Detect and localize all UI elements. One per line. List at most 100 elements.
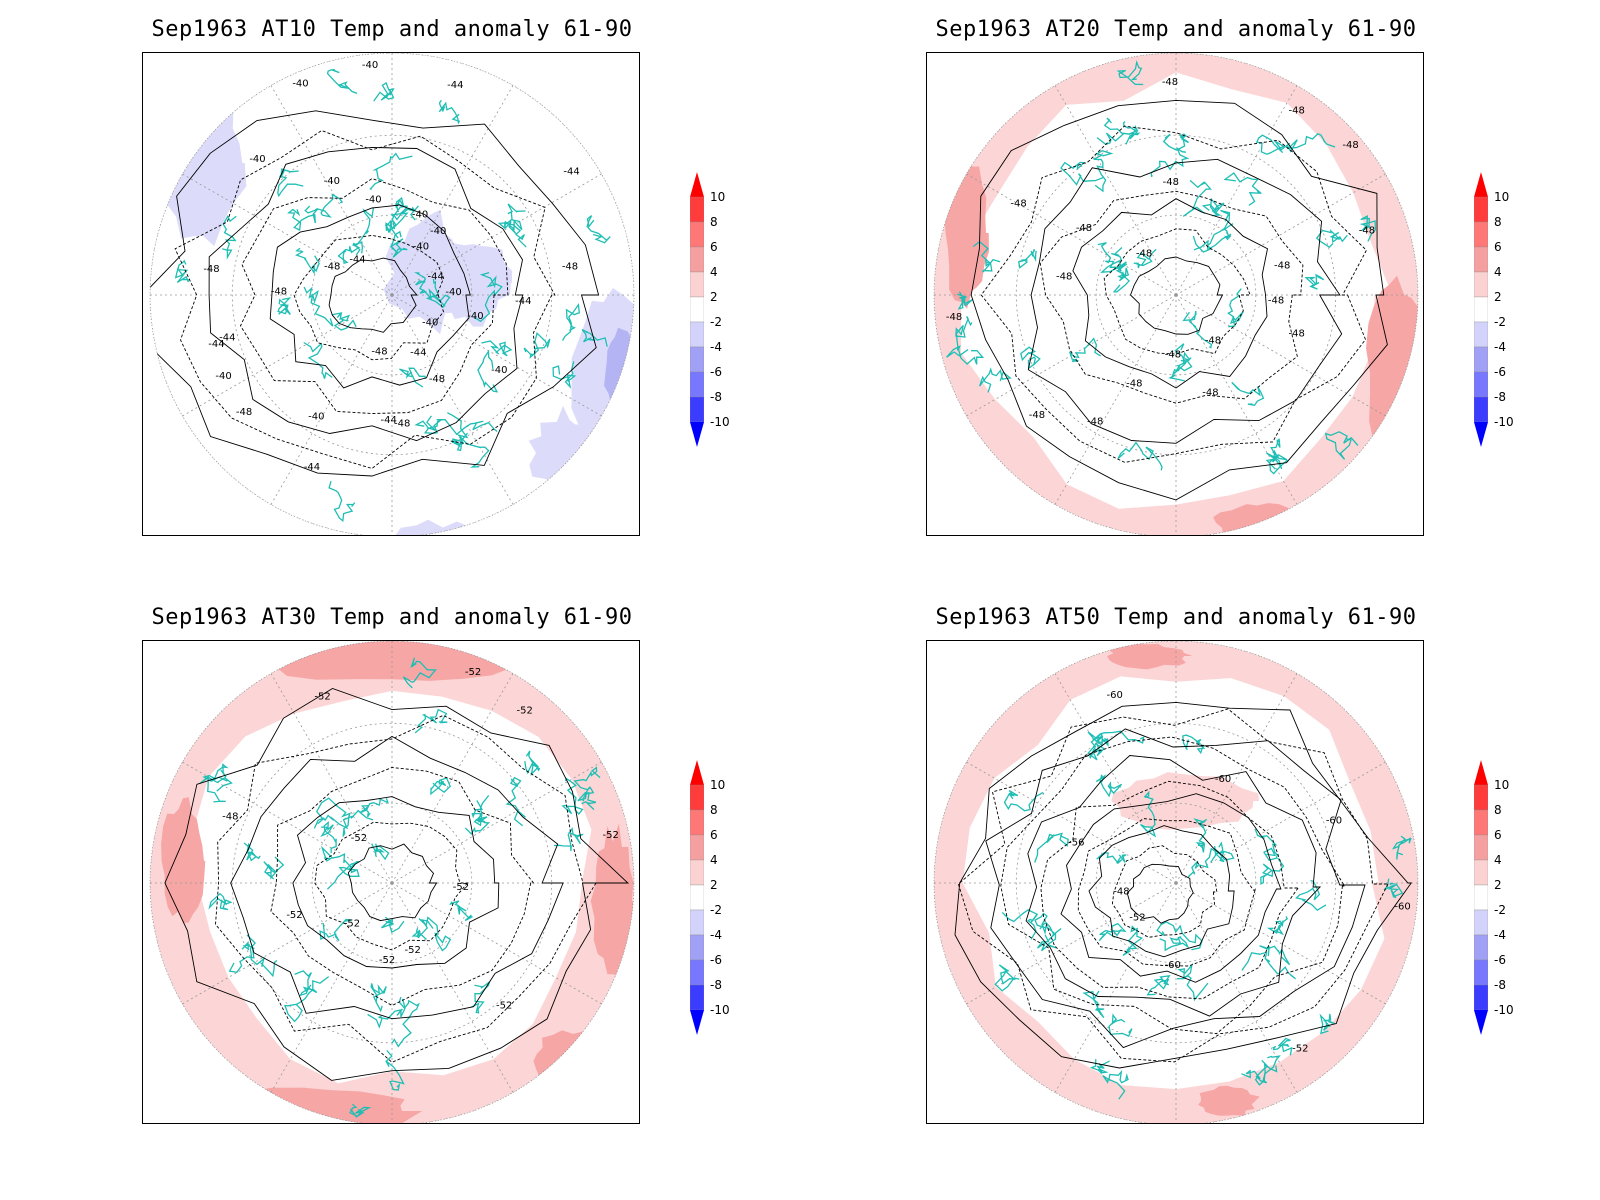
contour-label: -48 (1274, 260, 1290, 271)
coastline (1177, 962, 1209, 1002)
colorbar-label: -6 (710, 365, 722, 379)
colorbar-swatch (690, 834, 704, 861)
contour-label: -48 (1056, 272, 1072, 283)
contour-label: -48 (1359, 226, 1375, 237)
colorbar-label: 10 (1494, 778, 1510, 792)
longitude-gridline (391, 673, 514, 884)
colorbar: 10 8 6 4 2 -2 -4 -6 -8 -10 (690, 172, 750, 452)
contour-label: -44 (447, 80, 463, 91)
colorbar-swatch (1474, 809, 1488, 836)
coastline (202, 763, 229, 782)
coastline (1265, 438, 1288, 470)
panel-title: Sep1963 AT10 Temp and anomaly 61-90 (151, 17, 633, 42)
contour-line (980, 125, 1367, 463)
coastline (1108, 1013, 1133, 1037)
longitude-gridline (182, 882, 393, 1005)
colorbar-label: 8 (710, 803, 718, 817)
colorbar-label: -4 (710, 340, 722, 354)
coastline (1304, 273, 1325, 290)
colorbar-extend-low (1474, 422, 1488, 447)
coastline (1150, 146, 1190, 177)
colorbar-swatches (1474, 760, 1488, 1035)
coastline (1003, 789, 1044, 812)
contour-line (1103, 228, 1251, 355)
contour-label: -48 (222, 812, 238, 823)
panel-at30: Sep1963 AT30 Temp and anomaly 61-90 -52-… (0, 588, 800, 1188)
coastline (1383, 878, 1404, 899)
colorbar-swatch (690, 346, 704, 373)
coastline (1182, 179, 1212, 217)
contour-label: -48 (1162, 77, 1178, 88)
panel-at50: Sep1963 AT50 Temp and anomaly 61-90 -60-… (784, 588, 1584, 1188)
coastline (1060, 161, 1105, 186)
contour-line (1000, 736, 1346, 1035)
longitude-gridline (1054, 882, 1177, 1093)
colorbar-swatch (1474, 934, 1488, 961)
contour-label: -40 (215, 371, 231, 382)
contour-label: -40 (422, 317, 438, 328)
contour-label: -48 (1136, 248, 1152, 259)
colorbar-swatches (690, 172, 704, 447)
coastline (304, 193, 344, 218)
anomaly-region-positive (1107, 643, 1193, 670)
map-boundary (933, 641, 1419, 1123)
anomaly-region-positive (161, 797, 206, 923)
coastline (222, 215, 237, 260)
coastline (1182, 734, 1206, 755)
colorbar-label: -6 (710, 953, 722, 967)
coastline (553, 826, 584, 852)
coastline (451, 432, 469, 452)
coastline (552, 361, 577, 389)
contour-label: -44 (381, 415, 397, 426)
colorbar-label: 6 (710, 828, 718, 842)
coastline (287, 208, 319, 231)
colorbar-swatch (690, 396, 704, 423)
longitude-gridline (1175, 173, 1386, 296)
coastline (277, 168, 304, 198)
contour-label: -44 (208, 339, 224, 350)
contour-label: -44 (410, 348, 426, 359)
contour-line (239, 178, 509, 414)
colorbar-swatch (690, 196, 704, 223)
coastline (303, 341, 333, 379)
contour-label: -40 (445, 287, 461, 298)
coastline (497, 203, 526, 234)
coastline (1259, 945, 1291, 966)
colorbar-swatch (1474, 784, 1488, 811)
contour-label: -52 (453, 882, 469, 893)
coastline (1001, 909, 1038, 940)
colorbar-swatch (690, 959, 704, 986)
coastline (246, 934, 278, 978)
coastline (1095, 774, 1123, 798)
coastline (1017, 249, 1037, 269)
panel-title: Sep1963 AT20 Temp and anomaly 61-90 (935, 17, 1417, 42)
contour-label: -40 (412, 210, 428, 221)
contour-label: -48 (562, 262, 578, 273)
coastline (174, 259, 189, 284)
colorbar-swatch (690, 321, 704, 348)
colorbar-extend-low (1474, 1010, 1488, 1035)
coastline (1096, 117, 1131, 146)
contour-label: -48 (1163, 177, 1179, 188)
longitude-gridline (182, 294, 393, 417)
longitude-gridline (391, 294, 514, 505)
contour-line (174, 129, 556, 469)
contour-label: -48 (1289, 106, 1305, 117)
contour-label: -44 (515, 296, 531, 307)
polar-map: -60 -52 -60 -52 -48 -56 -60 -60 -60 (926, 640, 1424, 1124)
coastline (414, 708, 448, 734)
colorbar-label: -2 (1494, 315, 1506, 329)
contour-label: -52 (496, 1001, 512, 1012)
coastline (1231, 381, 1265, 407)
contour-label: -48 (429, 374, 445, 385)
contour-label: -48 (1268, 296, 1284, 307)
coastline (481, 340, 513, 357)
contour-line (208, 146, 524, 442)
coastline (1133, 248, 1157, 269)
colorbar-label: 2 (1494, 878, 1502, 892)
contour-label: -48 (1113, 887, 1129, 898)
coastline (994, 964, 1020, 992)
coastline (436, 419, 498, 436)
contour-line (985, 728, 1366, 1049)
coastline (425, 278, 451, 309)
